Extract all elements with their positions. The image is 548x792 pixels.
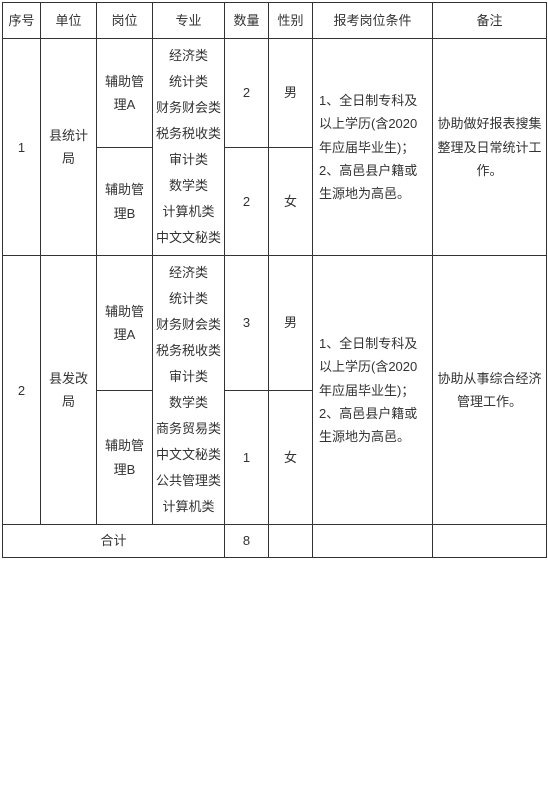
total-empty bbox=[269, 525, 313, 557]
cell-sex: 女 bbox=[269, 147, 313, 256]
cell-sex: 男 bbox=[269, 39, 313, 148]
total-qty: 8 bbox=[225, 525, 269, 557]
cell-sex: 男 bbox=[269, 256, 313, 391]
cell-remark: 协助从事综合经济管理工作。 bbox=[433, 256, 547, 525]
cell-seq: 2 bbox=[3, 256, 41, 525]
cell-seq: 1 bbox=[3, 39, 41, 256]
table-row: 2 县发改局 辅助管理A 经济类统计类财务财会类税务税收类审计类数学类商务贸易类… bbox=[3, 256, 547, 391]
total-label: 合计 bbox=[3, 525, 225, 557]
total-row: 合计 8 bbox=[3, 525, 547, 557]
table-row: 1 县统计局 辅助管理A 经济类统计类财务财会类税务税收类审计类数学类计算机类中… bbox=[3, 39, 547, 148]
cell-cond: 1、全日制专科及以上学历(含2020年应届毕业生)；2、高邑县户籍或生源地为高邑… bbox=[313, 256, 433, 525]
cell-remark: 协助做好报表搜集整理及日常统计工作。 bbox=[433, 39, 547, 256]
cell-qty: 1 bbox=[225, 390, 269, 525]
cell-post: 辅助管理A bbox=[97, 39, 153, 148]
cell-post: 辅助管理A bbox=[97, 256, 153, 391]
header-unit: 单位 bbox=[41, 3, 97, 39]
cell-qty: 2 bbox=[225, 39, 269, 148]
header-major: 专业 bbox=[153, 3, 225, 39]
cell-major: 经济类统计类财务财会类税务税收类审计类数学类商务贸易类中文文秘类公共管理类计算机… bbox=[153, 256, 225, 525]
cell-qty: 2 bbox=[225, 147, 269, 256]
cell-unit: 县统计局 bbox=[41, 39, 97, 256]
total-empty bbox=[433, 525, 547, 557]
cell-post: 辅助管理B bbox=[97, 390, 153, 525]
cell-cond: 1、全日制专科及以上学历(含2020年应届毕业生)；2、高邑县户籍或生源地为高邑… bbox=[313, 39, 433, 256]
header-qty: 数量 bbox=[225, 3, 269, 39]
header-seq: 序号 bbox=[3, 3, 41, 39]
header-sex: 性别 bbox=[269, 3, 313, 39]
header-remark: 备注 bbox=[433, 3, 547, 39]
cell-qty: 3 bbox=[225, 256, 269, 391]
cell-post: 辅助管理B bbox=[97, 147, 153, 256]
cell-sex: 女 bbox=[269, 390, 313, 525]
header-cond: 报考岗位条件 bbox=[313, 3, 433, 39]
recruitment-table: 序号 单位 岗位 专业 数量 性别 报考岗位条件 备注 1 县统计局 辅助管理A… bbox=[2, 2, 547, 558]
header-row: 序号 单位 岗位 专业 数量 性别 报考岗位条件 备注 bbox=[3, 3, 547, 39]
total-empty bbox=[313, 525, 433, 557]
cell-major: 经济类统计类财务财会类税务税收类审计类数学类计算机类中文文秘类 bbox=[153, 39, 225, 256]
cell-unit: 县发改局 bbox=[41, 256, 97, 525]
header-post: 岗位 bbox=[97, 3, 153, 39]
